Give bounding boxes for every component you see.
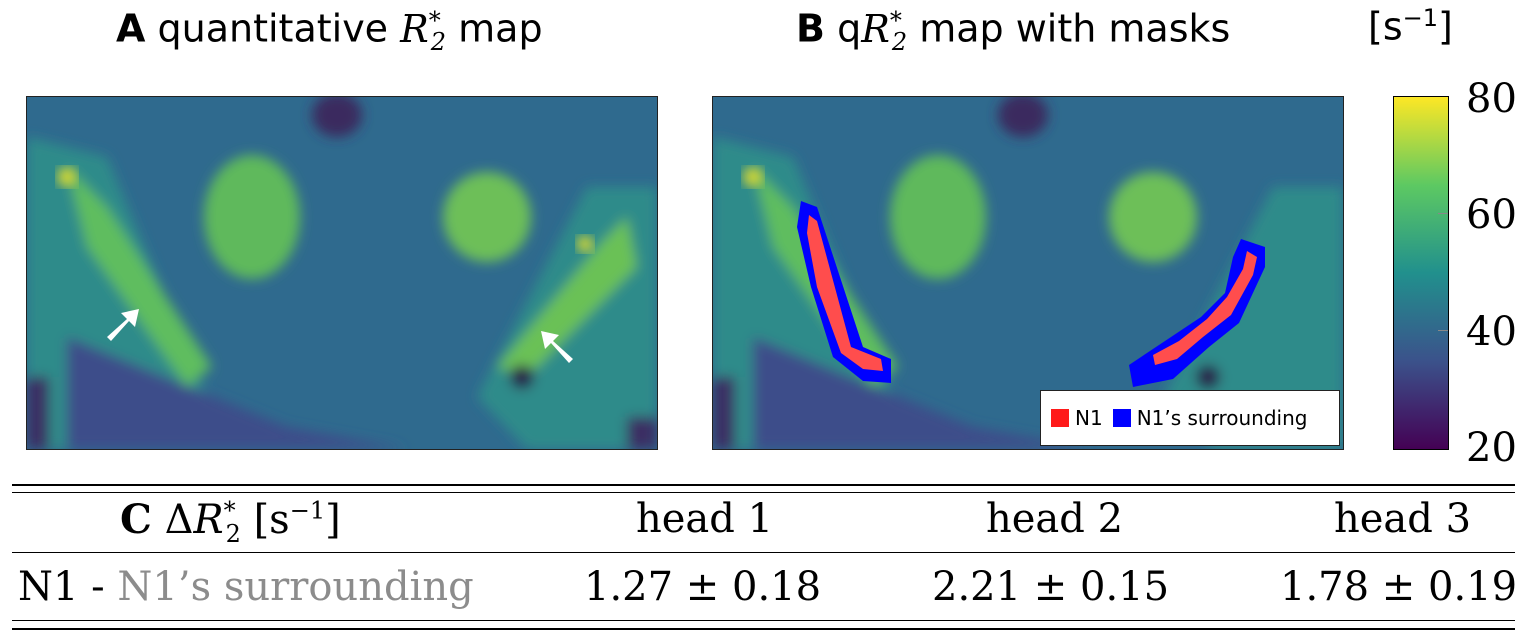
legend-swatch-n1 — [1051, 409, 1069, 427]
colorbar-tick-label: 20 — [1466, 425, 1517, 471]
n1-mask — [807, 215, 883, 371]
legend-label-surrounding: N1’s surrounding — [1136, 406, 1308, 430]
colorbar-tickmark — [1438, 213, 1448, 214]
table-cell-head-3: 1.78 ± 0.19 — [1280, 564, 1518, 610]
legend-label-n1: N1 — [1075, 406, 1103, 430]
column-header-head-3: head 3 — [1334, 496, 1472, 542]
mask-legend: N1 N1’s surrounding — [1040, 390, 1340, 446]
qr2-map-image — [26, 96, 658, 450]
column-header-head-2: head 2 — [986, 496, 1124, 542]
table-row-label: N1 - N1’s surrounding — [18, 564, 474, 610]
column-header-head-1: head 1 — [636, 496, 774, 542]
table-bottom-rule — [12, 620, 1515, 621]
panel-a-title: A quantitative R*2 map — [116, 6, 543, 57]
table-cell-head-2: 2.21 ± 0.15 — [932, 564, 1170, 610]
table-mid-rule — [12, 552, 1515, 553]
arrow-icon — [107, 309, 139, 341]
table-top-rule — [12, 484, 1515, 486]
colorbar-tickmark — [1438, 330, 1448, 331]
table-cell-head-1: 1.27 ± 0.18 — [584, 564, 822, 610]
arrow-icon — [541, 331, 573, 363]
colorbar-unit: [s−1] — [1368, 4, 1453, 49]
colorbar-tick-label: 40 — [1466, 309, 1517, 355]
table-header-label: C ΔR*2 [s−1] — [120, 496, 341, 548]
colorbar-tick-label: 80 — [1466, 76, 1517, 122]
colorbar-tick-label: 60 — [1466, 192, 1517, 238]
table-bottom-rule-outer — [12, 628, 1515, 630]
legend-swatch-surrounding — [1112, 409, 1131, 427]
qr2-map-with-masks-image — [712, 96, 1344, 450]
n1-mask — [1153, 251, 1257, 365]
table-top-rule-inner — [12, 492, 1515, 493]
colorbar — [1393, 96, 1449, 450]
panel-b-title: B qR*2 map with masks — [796, 6, 1231, 57]
